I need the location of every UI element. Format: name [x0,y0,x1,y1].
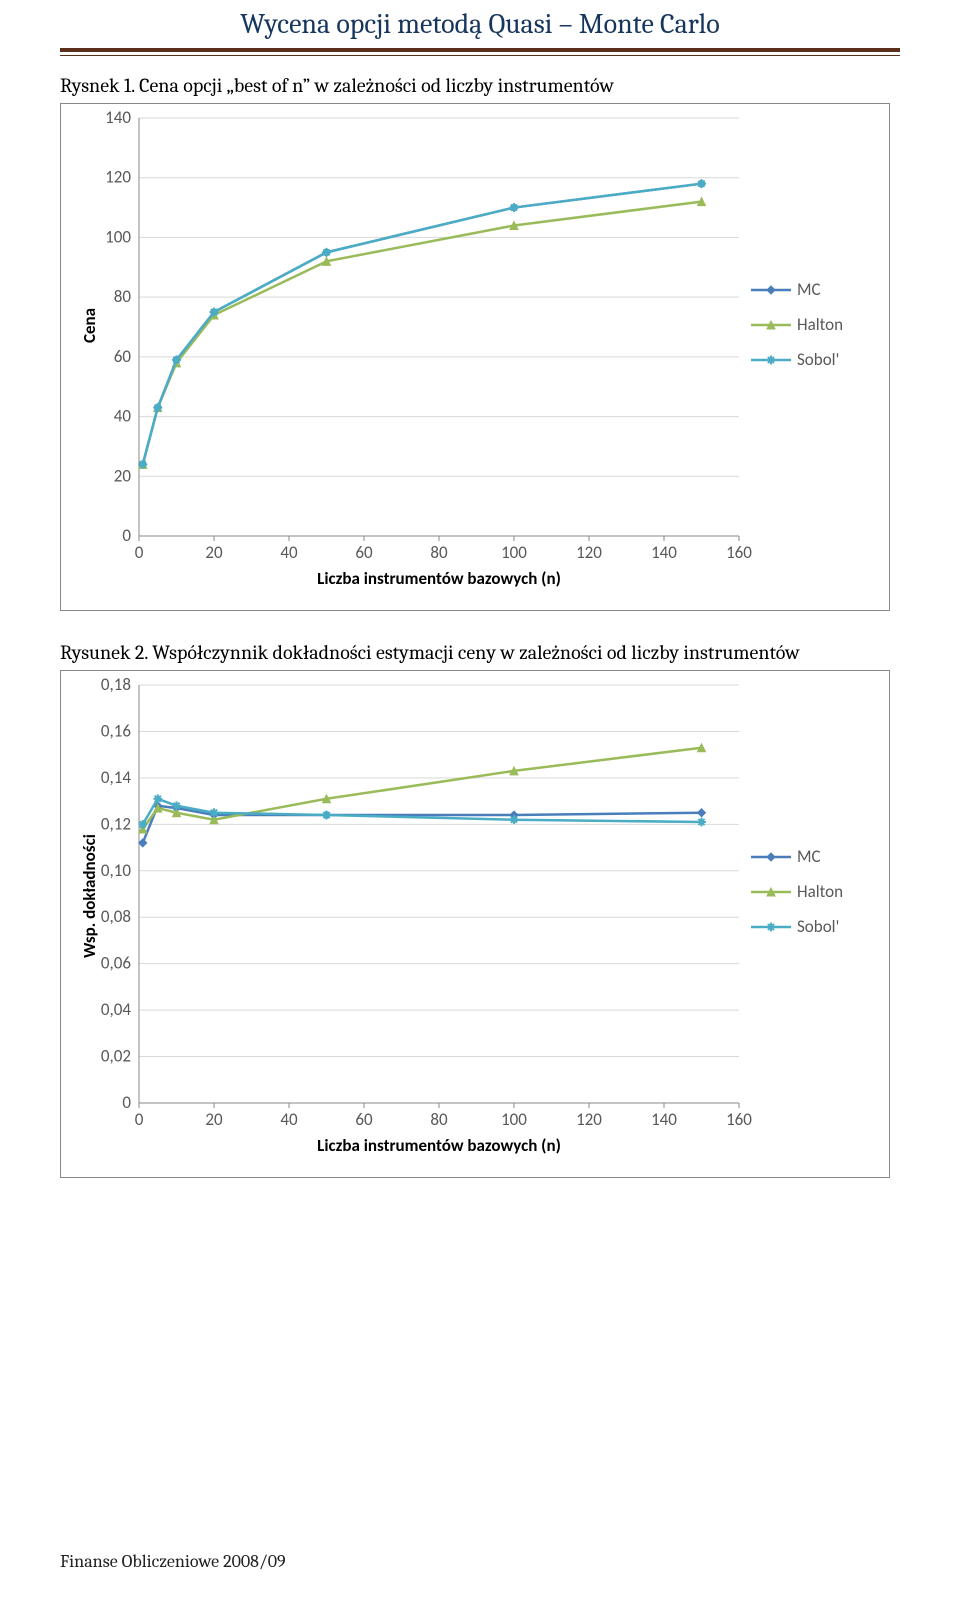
legend-label: Halton [797,314,843,335]
svg-text:100: 100 [501,542,527,563]
svg-text:140: 140 [651,1109,677,1130]
legend-swatch [751,315,791,335]
header-rule [60,48,900,56]
page: Wycena opcji metodą Quasi – Monte Carlo … [0,0,960,1612]
svg-text:0: 0 [135,542,144,563]
svg-text:60: 60 [355,542,373,563]
y-axis-title: Wsp. dokładności [79,834,100,958]
svg-text:0,10: 0,10 [101,860,131,881]
svg-text:120: 120 [576,542,602,563]
svg-text:0: 0 [135,1109,144,1130]
legend-label: Sobol' [797,916,839,937]
svg-text:20: 20 [205,1109,223,1130]
page-title: Wycena opcji metodą Quasi – Monte Carlo [60,0,900,46]
legend-item: Sobol' [751,349,843,370]
legend-item: MC [751,846,843,867]
chart1-caption: Rysnek 1. Cena opcji „best of n” w zależ… [60,74,900,97]
svg-text:80: 80 [430,542,448,563]
svg-text:60: 60 [114,346,132,367]
legend-label: MC [797,846,821,867]
svg-text:0,04: 0,04 [101,999,131,1020]
legend-label: MC [797,279,821,300]
legend-swatch [751,350,791,370]
svg-text:20: 20 [205,542,223,563]
svg-text:140: 140 [651,542,677,563]
svg-text:80: 80 [114,286,132,307]
legend-item: Sobol' [751,916,843,937]
svg-text:Liczba instrumentów bazowych (: Liczba instrumentów bazowych (n) [317,1135,561,1156]
svg-text:Liczba instrumentów bazowych (: Liczba instrumentów bazowych (n) [317,568,561,589]
legend-item: Halton [751,881,843,902]
svg-text:0,12: 0,12 [101,813,131,834]
svg-text:100: 100 [105,226,131,247]
svg-text:60: 60 [355,1109,373,1130]
svg-text:140: 140 [105,107,131,128]
chart1-frame: 0 20 40 60 80 100 120 140 0 20 40 60 80 100 120 140 160 [60,103,890,611]
svg-text:0: 0 [122,525,131,546]
legend: MC Halton Sobol' [751,846,843,951]
chart2-caption: Rysunek 2. Współczynnik dokładności esty… [60,641,900,664]
svg-text:80: 80 [430,1109,448,1130]
svg-text:20: 20 [114,465,132,486]
svg-text:120: 120 [105,167,131,188]
legend-swatch [751,882,791,902]
svg-text:40: 40 [114,406,132,427]
legend-swatch [751,917,791,937]
legend-item: MC [751,279,843,300]
svg-text:160: 160 [726,1109,752,1130]
svg-text:0,16: 0,16 [101,720,131,741]
legend-swatch [751,847,791,867]
svg-text:0: 0 [122,1092,131,1113]
svg-text:40: 40 [280,1109,298,1130]
legend-swatch [751,280,791,300]
svg-text:0,06: 0,06 [101,953,131,974]
svg-text:0,02: 0,02 [101,1046,131,1067]
svg-text:120: 120 [576,1109,602,1130]
svg-text:40: 40 [280,542,298,563]
legend-label: Sobol' [797,349,839,370]
legend-label: Halton [797,881,843,902]
legend-item: Halton [751,314,843,335]
svg-text:0,18: 0,18 [101,674,131,695]
svg-text:0,14: 0,14 [101,767,131,788]
footer-text: Finanse Obliczeniowe 2008/09 [60,1551,286,1572]
svg-text:0,08: 0,08 [101,906,131,927]
y-axis-title: Cena [79,308,100,343]
legend: MC Halton Sobol' [751,279,843,384]
svg-text:100: 100 [501,1109,527,1130]
chart2-frame: 0 0,02 0,04 0,06 0,08 0,10 0,12 0,14 0,16 0,18 0 20… [60,670,890,1178]
svg-text:160: 160 [726,542,752,563]
